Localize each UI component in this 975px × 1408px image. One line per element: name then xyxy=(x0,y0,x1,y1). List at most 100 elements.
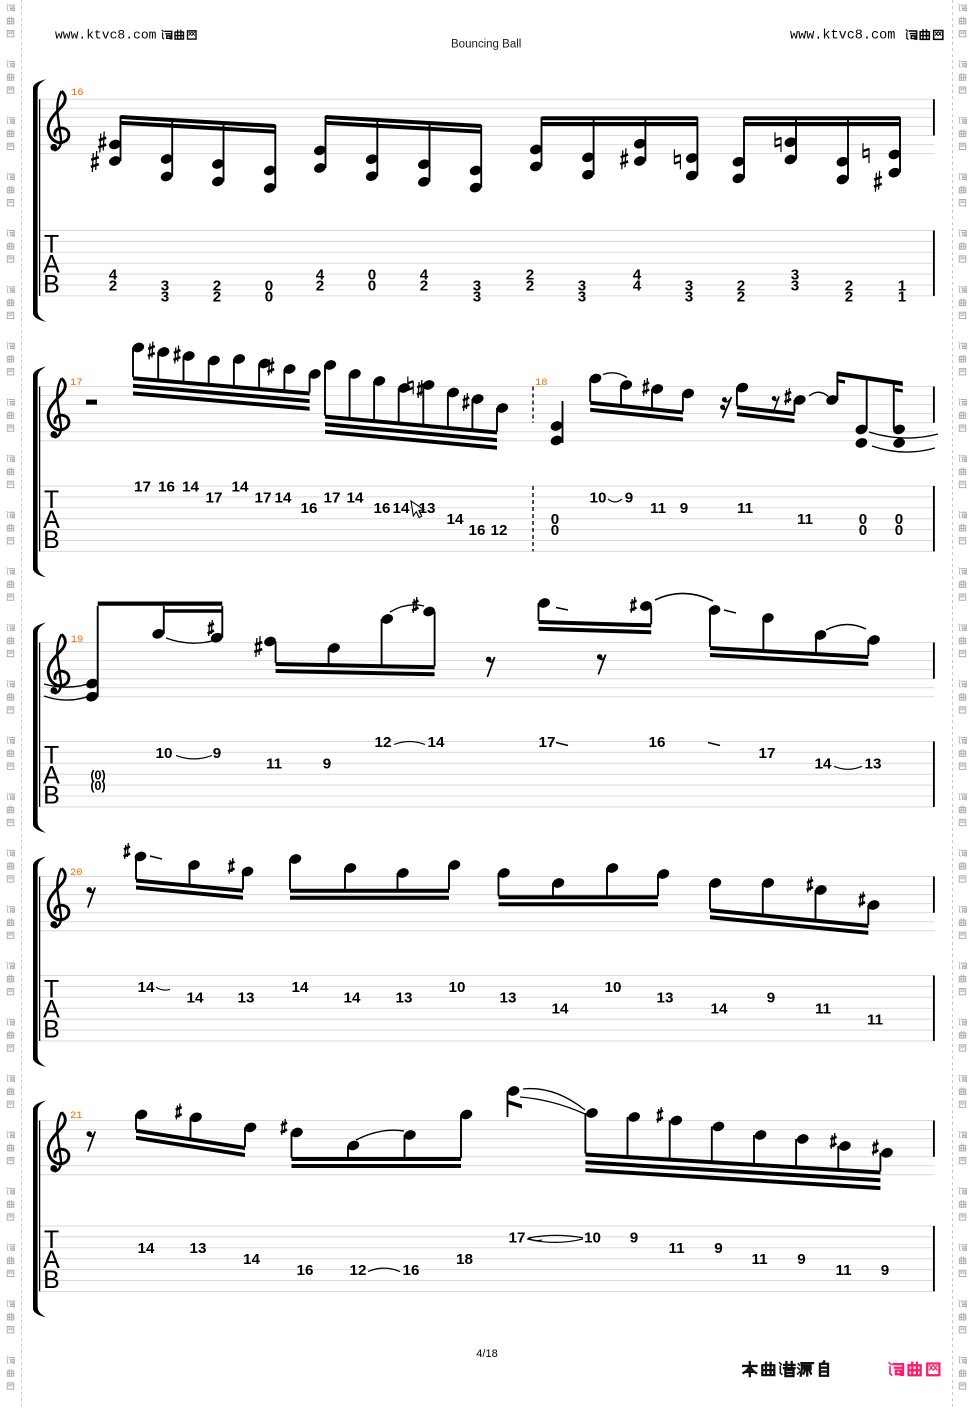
svg-text:Bouncing Ball: Bouncing Ball xyxy=(451,39,521,51)
svg-text:B: B xyxy=(43,1015,60,1043)
svg-text:4: 4 xyxy=(109,267,118,284)
svg-text:16: 16 xyxy=(403,1262,420,1279)
svg-text:11: 11 xyxy=(835,1262,852,1279)
svg-text:A: A xyxy=(43,506,60,534)
svg-text:0: 0 xyxy=(368,267,376,284)
svg-text:3: 3 xyxy=(791,267,799,284)
svg-text:www.ktvc8.com: www.ktvc8.com xyxy=(790,29,895,44)
svg-text:14: 14 xyxy=(428,734,445,751)
svg-text:9: 9 xyxy=(630,1229,638,1246)
svg-text:2: 2 xyxy=(737,277,745,294)
svg-text:9: 9 xyxy=(680,500,688,517)
svg-text:10: 10 xyxy=(156,745,173,762)
svg-text:A: A xyxy=(43,761,60,789)
svg-text:10: 10 xyxy=(449,979,466,996)
svg-text:17: 17 xyxy=(539,734,556,751)
svg-text:0: 0 xyxy=(368,277,376,294)
svg-text:13: 13 xyxy=(865,756,882,773)
svg-text:3: 3 xyxy=(161,288,169,305)
svg-text:T: T xyxy=(44,230,59,258)
svg-text:www.ktvc8.com: www.ktvc8.com xyxy=(55,28,157,43)
svg-text:16: 16 xyxy=(71,87,84,99)
svg-text:B: B xyxy=(43,526,60,554)
svg-text:4: 4 xyxy=(633,277,642,294)
svg-text:18: 18 xyxy=(456,1251,473,1268)
svg-text:3: 3 xyxy=(473,277,481,294)
svg-text:2: 2 xyxy=(845,288,853,305)
svg-text:2: 2 xyxy=(213,288,221,305)
svg-text:13: 13 xyxy=(190,1240,207,1257)
svg-text:14: 14 xyxy=(347,489,364,506)
svg-text:14: 14 xyxy=(393,500,410,517)
svg-text:0: 0 xyxy=(895,511,903,528)
svg-text:14: 14 xyxy=(275,489,292,506)
svg-text:0: 0 xyxy=(895,522,903,539)
svg-text:19: 19 xyxy=(71,634,84,646)
svg-text:0: 0 xyxy=(551,511,559,528)
svg-text:0: 0 xyxy=(551,522,559,539)
svg-text:3: 3 xyxy=(578,277,586,294)
svg-text:12: 12 xyxy=(375,734,392,751)
svg-text:T: T xyxy=(44,741,59,769)
svg-text:A: A xyxy=(43,250,60,278)
svg-text:13: 13 xyxy=(238,990,255,1007)
svg-text:14: 14 xyxy=(447,511,464,528)
svg-text:1: 1 xyxy=(898,288,907,305)
svg-text:0: 0 xyxy=(265,288,273,305)
svg-text:11: 11 xyxy=(266,756,283,773)
svg-text:T: T xyxy=(44,486,59,514)
svg-text:9: 9 xyxy=(797,1251,805,1268)
svg-text:17: 17 xyxy=(759,745,776,762)
svg-text:20: 20 xyxy=(70,867,83,879)
svg-text:16: 16 xyxy=(469,522,486,539)
svg-text:16: 16 xyxy=(301,500,318,517)
svg-text:11: 11 xyxy=(815,1001,832,1018)
svg-text:14: 14 xyxy=(344,990,361,1007)
svg-text:B: B xyxy=(43,1266,60,1294)
svg-text:(0): (0) xyxy=(90,779,105,793)
svg-text:14: 14 xyxy=(815,756,832,773)
svg-text:11: 11 xyxy=(797,511,814,528)
svg-text:11: 11 xyxy=(737,500,754,517)
svg-text:14: 14 xyxy=(711,1001,728,1018)
svg-text:3: 3 xyxy=(685,277,693,294)
svg-text:14: 14 xyxy=(187,990,204,1007)
svg-text:(0): (0) xyxy=(90,768,105,782)
svg-text:1: 1 xyxy=(898,277,907,294)
svg-text:16: 16 xyxy=(374,500,391,517)
svg-text:11: 11 xyxy=(867,1012,884,1029)
svg-text:B: B xyxy=(43,270,60,298)
svg-text:9: 9 xyxy=(213,745,221,762)
svg-text:17: 17 xyxy=(134,478,151,495)
svg-text:4: 4 xyxy=(316,267,325,284)
svg-text:0: 0 xyxy=(859,522,867,539)
svg-text:12: 12 xyxy=(491,522,508,539)
svg-text:2: 2 xyxy=(213,277,221,294)
svg-text:10: 10 xyxy=(584,1229,601,1246)
svg-text:2: 2 xyxy=(845,277,853,294)
svg-text:11: 11 xyxy=(668,1240,685,1257)
svg-text:B: B xyxy=(43,781,60,809)
svg-text:3: 3 xyxy=(473,288,481,305)
svg-text:3: 3 xyxy=(791,277,799,294)
svg-text:17: 17 xyxy=(70,377,83,389)
svg-text:4: 4 xyxy=(633,267,642,284)
svg-text:2: 2 xyxy=(316,277,324,294)
svg-text:16: 16 xyxy=(297,1262,314,1279)
svg-text:3: 3 xyxy=(685,288,693,305)
svg-text:3: 3 xyxy=(578,288,586,305)
svg-text:2: 2 xyxy=(526,267,534,284)
svg-text:14: 14 xyxy=(552,1001,569,1018)
svg-text:3: 3 xyxy=(161,277,169,294)
svg-text:9: 9 xyxy=(323,756,331,773)
svg-text:13: 13 xyxy=(396,990,413,1007)
svg-text:12: 12 xyxy=(350,1262,367,1279)
svg-text:T: T xyxy=(44,975,59,1003)
svg-text:21: 21 xyxy=(70,1110,83,1122)
svg-text:9: 9 xyxy=(625,489,633,506)
svg-text:16: 16 xyxy=(649,734,666,751)
svg-text:17: 17 xyxy=(509,1229,526,1246)
svg-text:9: 9 xyxy=(714,1240,722,1257)
svg-text:10: 10 xyxy=(590,489,607,506)
svg-text:9: 9 xyxy=(881,1262,889,1279)
